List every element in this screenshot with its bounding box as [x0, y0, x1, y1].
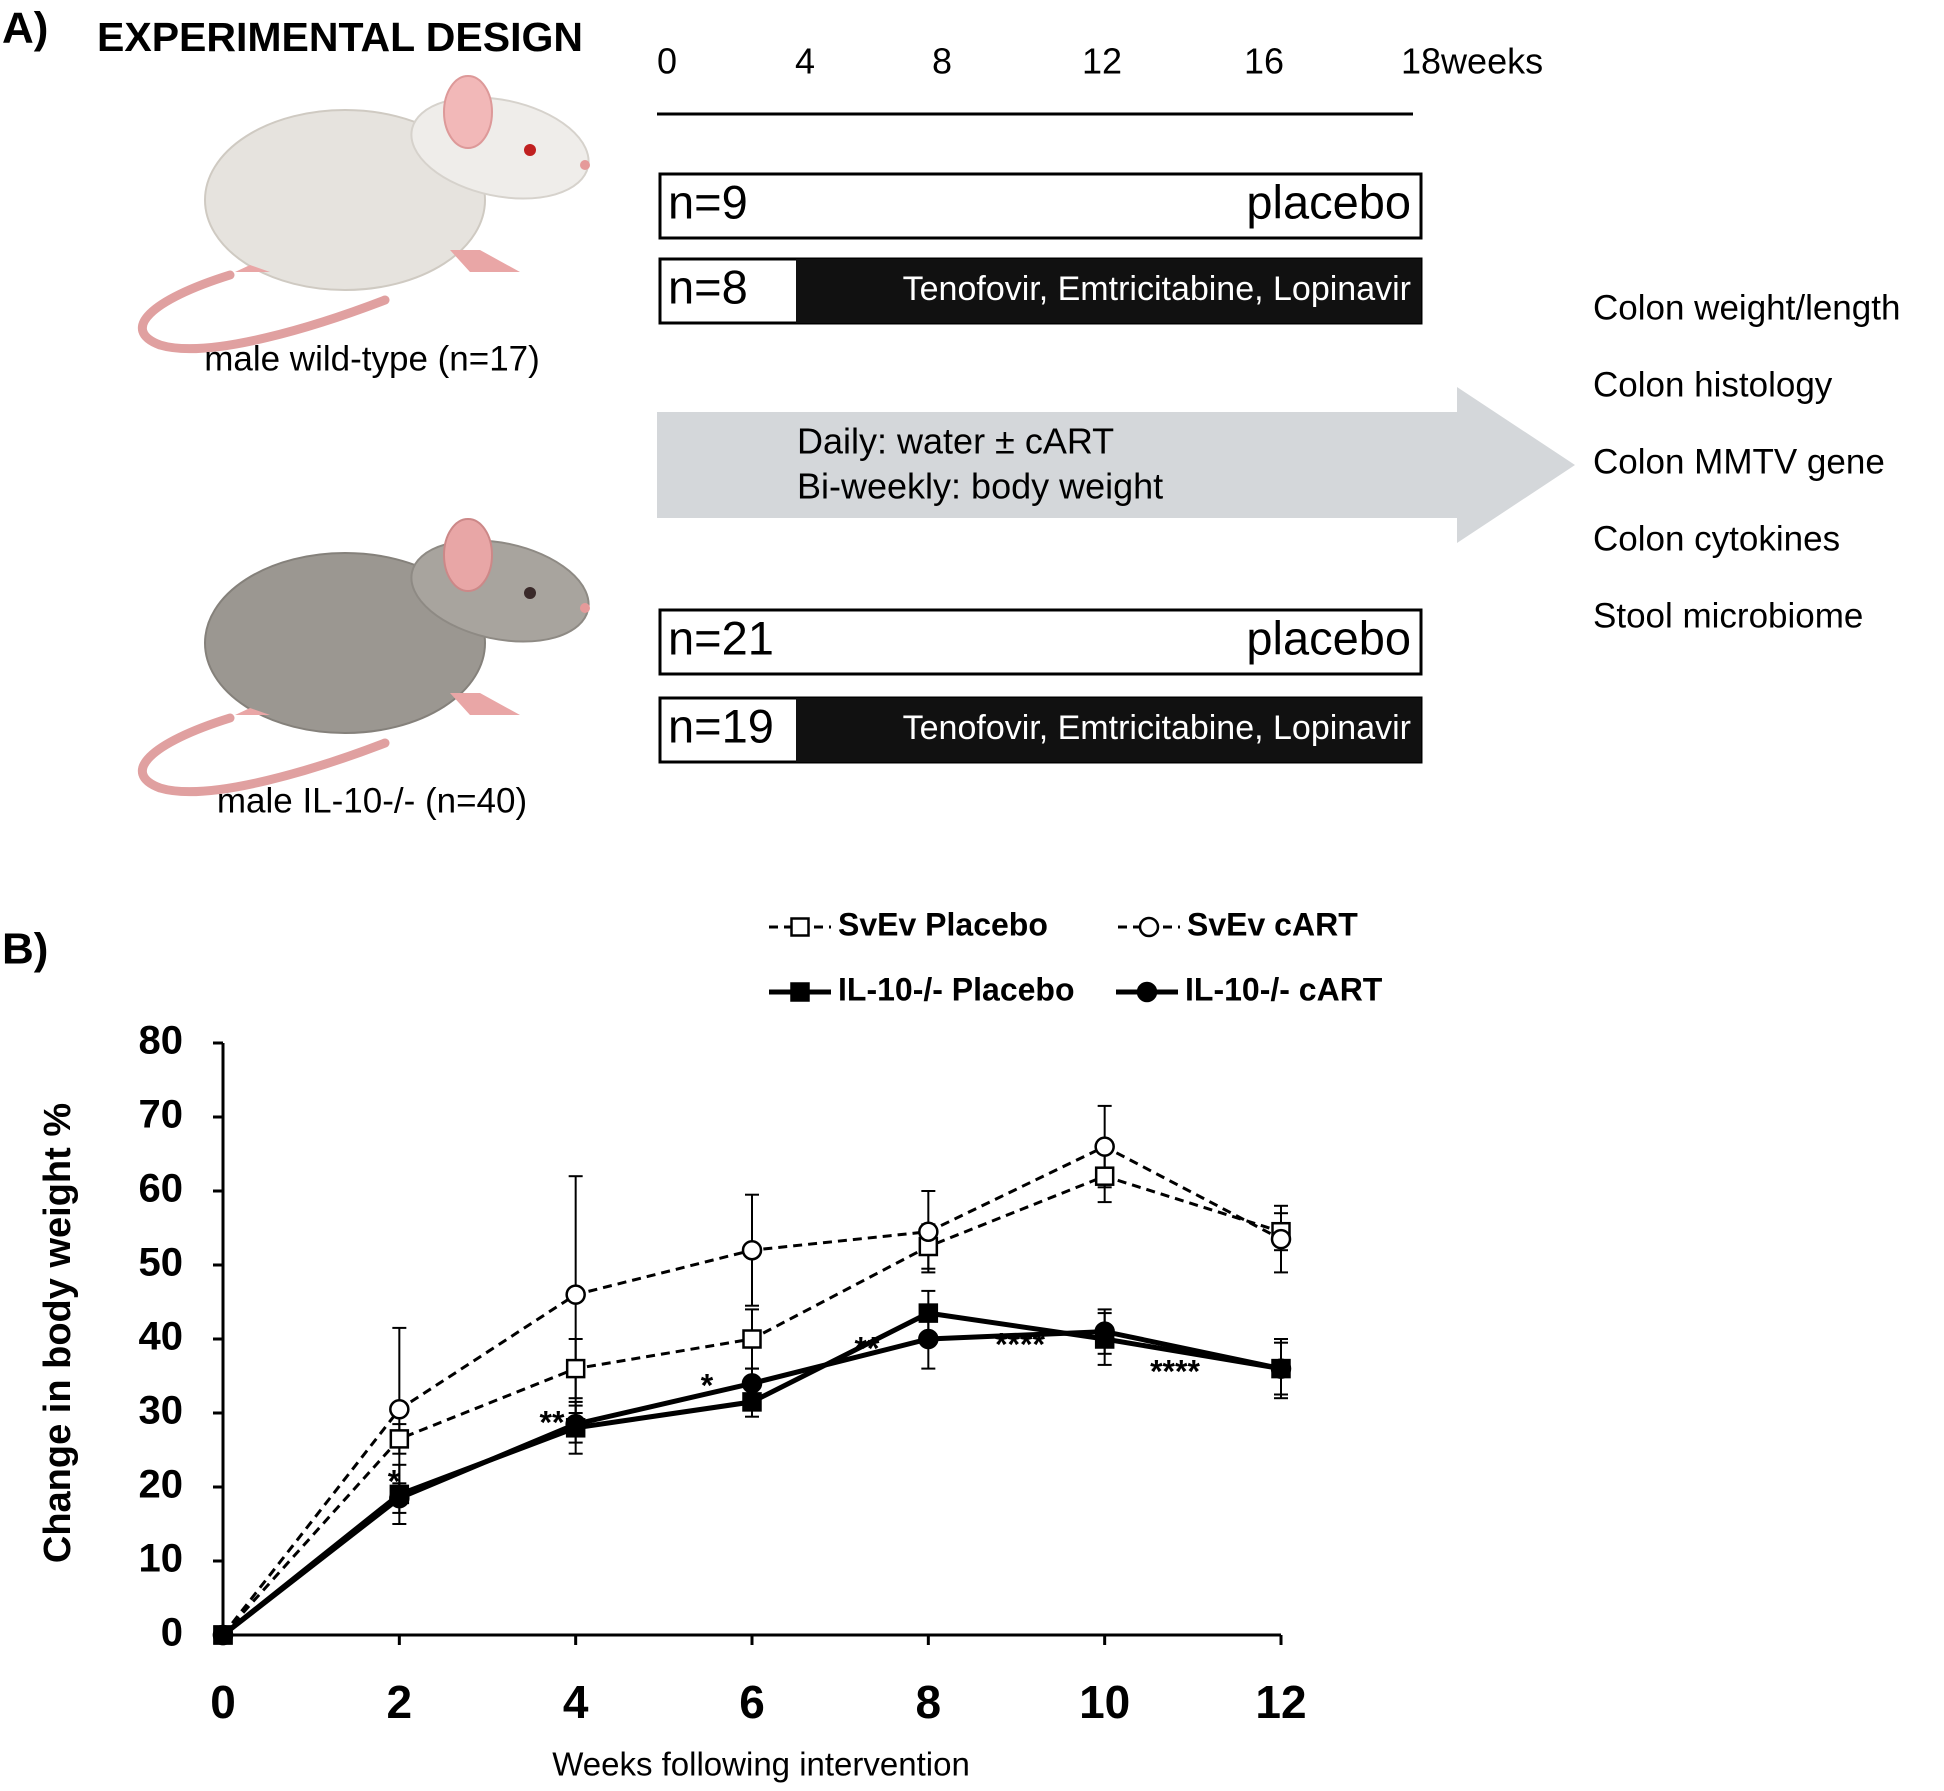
y-axis-label: Change in body weight % [37, 1103, 79, 1563]
mouse-wild-type [137, 75, 590, 354]
timeline-label: 16 [1244, 41, 1284, 82]
significance: ** [540, 1404, 565, 1440]
marker [1094, 1321, 1115, 1342]
arm-treatment-bar [796, 259, 1421, 323]
arm-box [658, 608, 1423, 676]
timeline-label: 18weeks [1401, 41, 1543, 82]
marker [389, 1429, 410, 1449]
outcome: Stool microbiome [1593, 596, 1863, 635]
significance: * [388, 1463, 401, 1499]
legend-label: IL-10-/- cART [1185, 971, 1383, 1007]
arm-treatment: Tenofovir, Emtricitabine, Lopinavir [903, 709, 1411, 747]
x-tick-label: 8 [916, 1676, 942, 1728]
x-tick-label: 2 [387, 1676, 413, 1728]
y-tick-label: 0 [161, 1611, 183, 1655]
marker [741, 1373, 763, 1394]
marker [1270, 1228, 1292, 1250]
y-tick-label: 70 [139, 1093, 184, 1137]
mouse-caption: male IL-10-/- (n=40) [217, 781, 527, 820]
outcome: Colon histology [1593, 365, 1833, 404]
significance: **** [1150, 1353, 1200, 1389]
y-tick-label: 80 [139, 1019, 184, 1063]
outcome: Colon cytokines [1593, 519, 1840, 558]
legend-entry: IL-10-/- Placebo [769, 971, 1075, 1007]
marker [742, 1329, 762, 1349]
marker [918, 1221, 939, 1242]
y-tick-label: 60 [139, 1167, 184, 1211]
timeline-label: 0 [657, 41, 677, 82]
legend-label: SvEv Placebo [838, 906, 1048, 942]
marker [212, 1624, 234, 1646]
marker [389, 1487, 410, 1509]
panel-label: A) [2, 4, 48, 53]
x-tick-label: 10 [1079, 1676, 1130, 1728]
x-tick-label: 4 [563, 1676, 589, 1728]
panel-title: EXPERIMENTAL DESIGN [97, 14, 583, 60]
legend-label: IL-10-/- Placebo [838, 971, 1075, 1007]
legend-label: SvEv cART [1187, 906, 1358, 942]
arm-treatment: Tenofovir, Emtricitabine, Lopinavir [903, 270, 1411, 308]
legend-entry: IL-10-/- cART [1116, 971, 1383, 1007]
marker [918, 1303, 939, 1323]
x-tick-label: 6 [739, 1676, 765, 1728]
significance: * [701, 1367, 714, 1403]
arrow-text: Daily: water ± cART [797, 421, 1114, 462]
arm-n: n=19 [668, 699, 774, 752]
protocol-arrow [657, 387, 1575, 543]
legend-entry: SvEv cART [1118, 906, 1358, 942]
x-axis-label: Weeks following intervention [552, 1746, 970, 1783]
marker [1138, 916, 1160, 938]
y-tick-label: 20 [139, 1463, 184, 1507]
arm-n: n=21 [668, 611, 774, 664]
marker [790, 982, 810, 1002]
outcome: Colon weight/length [1593, 288, 1900, 327]
marker [1270, 1358, 1292, 1379]
marker [741, 1239, 763, 1261]
marker [742, 1392, 762, 1412]
arm-n: n=9 [668, 175, 748, 228]
marker [565, 1413, 586, 1435]
timeline-label: 8 [932, 41, 952, 82]
x-tick-label: 0 [210, 1676, 236, 1728]
panel-label: B) [2, 925, 48, 974]
y-tick-label: 40 [139, 1315, 184, 1359]
marker [918, 1328, 939, 1350]
timeline-label: 12 [1082, 41, 1122, 82]
marker [565, 1284, 586, 1305]
outcome: Colon MMTV gene [1593, 442, 1885, 481]
arrow-text: Bi-weekly: body weight [797, 466, 1163, 507]
y-tick-label: 50 [139, 1241, 184, 1285]
arm-n: n=8 [668, 260, 748, 313]
arm-treatment: placebo [1246, 611, 1411, 664]
mouse-caption: male wild-type (n=17) [204, 339, 540, 378]
marker [1094, 1136, 1115, 1157]
y-tick-label: 30 [139, 1389, 184, 1433]
y-tick-label: 10 [139, 1537, 184, 1581]
timeline-label: 4 [795, 41, 815, 82]
arm-treatment: placebo [1246, 175, 1411, 228]
marker [1094, 1166, 1115, 1186]
x-tick-label: 12 [1255, 1676, 1306, 1728]
arm-box [658, 172, 1423, 240]
arm-treatment-bar [796, 698, 1421, 762]
marker [389, 1399, 410, 1420]
mouse-il10 [137, 518, 590, 797]
legend-entry: SvEv Placebo [769, 906, 1048, 942]
marker [565, 1358, 586, 1379]
significance: **** [995, 1326, 1045, 1362]
marker [1136, 981, 1158, 1003]
marker [790, 917, 810, 937]
significance: ** [855, 1330, 880, 1366]
